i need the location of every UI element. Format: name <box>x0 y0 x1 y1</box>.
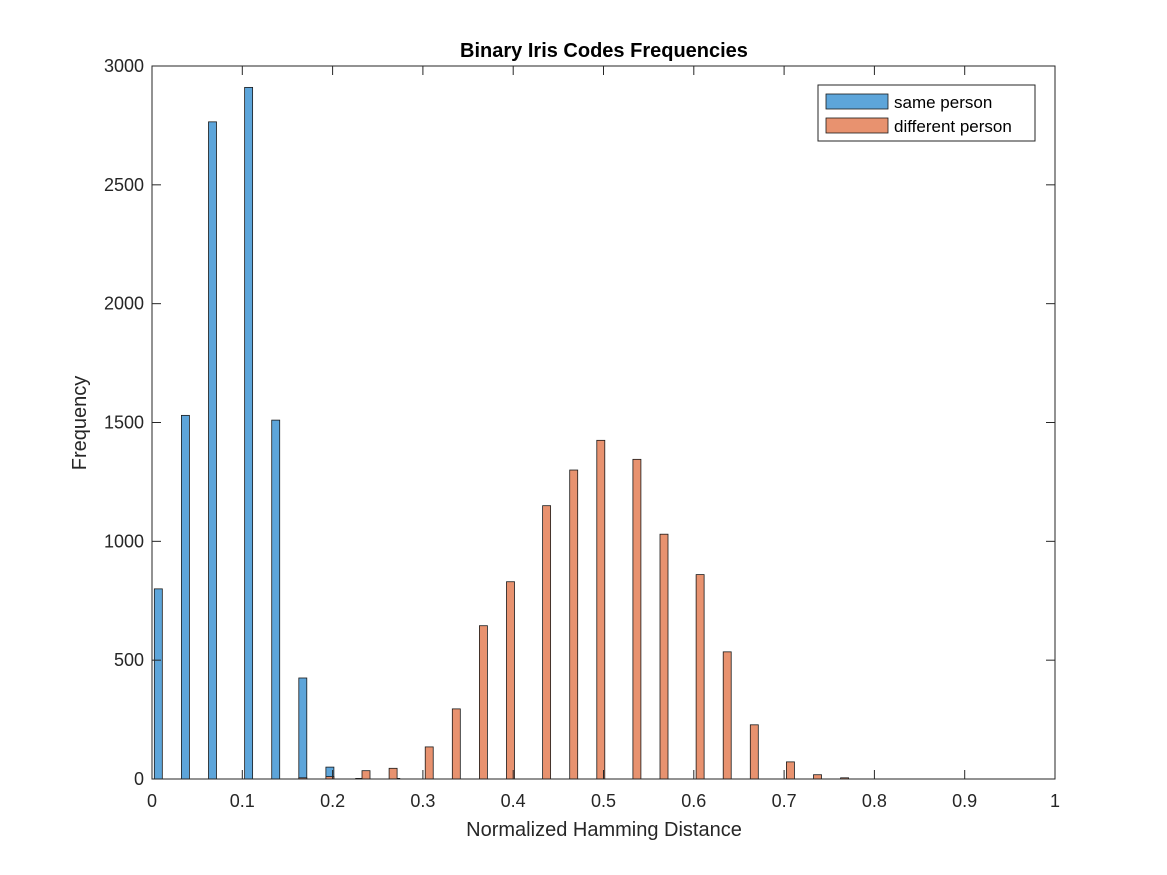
legend-swatch-different-person <box>825 117 889 134</box>
x-tick-label-3: 0.3 <box>410 791 435 811</box>
different-person-bar-6 <box>479 625 488 780</box>
different-person-bar-12 <box>659 533 669 780</box>
y-tick-label-2: 1000 <box>104 531 144 551</box>
different-person-bar-9 <box>569 469 579 780</box>
x-tick-label-8: 0.8 <box>862 791 887 811</box>
x-tick-label-9: 0.9 <box>952 791 977 811</box>
different-person-bar-3 <box>388 767 398 780</box>
chart-title: Binary Iris Codes Frequencies <box>460 40 748 62</box>
same-person-bar-3 <box>244 86 254 780</box>
different-person-bar-15 <box>749 724 759 780</box>
different-person-bar-7 <box>506 581 515 780</box>
different-person-bar-13 <box>695 574 705 780</box>
different-person-bar-4 <box>424 746 434 780</box>
same-person-bar-4 <box>271 419 281 780</box>
y-axis-label: Frequency <box>69 376 91 471</box>
x-tick-label-7: 0.7 <box>772 791 797 811</box>
y-tick-label-3: 1500 <box>104 413 144 433</box>
x-axis-label: Normalized Hamming Distance <box>466 819 742 841</box>
y-tick-label-5: 2500 <box>104 175 144 195</box>
x-tick-label-6: 0.6 <box>681 791 706 811</box>
different-person-bar-8 <box>542 505 552 780</box>
y-tick-label-6: 3000 <box>104 56 144 76</box>
same-person-bar-1 <box>181 414 190 780</box>
x-tick-label-1: 0.1 <box>230 791 255 811</box>
plot-area: 0 0.1 0.2 0.3 0.4 0.5 0.6 0.7 0.8 0.9 1 0 500 1000 150… <box>104 56 1060 811</box>
different-person-bar-5 <box>451 708 461 780</box>
x-tick-label-4: 0.4 <box>501 791 526 811</box>
same-person-bar-5 <box>298 677 308 780</box>
x-tick-label-5: 0.5 <box>591 791 616 811</box>
different-person-bar-17 <box>813 774 822 780</box>
y-tick-label-0: 0 <box>134 769 144 789</box>
different-person-bar-2 <box>361 770 371 780</box>
legend-label-different-person: different person <box>894 117 1012 136</box>
x-tick-label-2: 0.2 <box>320 791 345 811</box>
y-tick-label-4: 2000 <box>104 294 144 314</box>
x-tick-label-10: 1 <box>1050 791 1060 811</box>
same-person-bar-0 <box>153 588 163 780</box>
legend-label-same-person: same person <box>894 93 992 112</box>
same-person-bar-2 <box>208 121 217 780</box>
different-person-bar-14 <box>722 651 732 780</box>
different-person-bar-10 <box>596 439 606 780</box>
different-person-bar-16 <box>786 761 795 780</box>
legend: same person different person <box>817 84 1036 142</box>
y-tick-label-1: 500 <box>114 650 144 670</box>
legend-swatch-same-person <box>825 93 889 110</box>
x-tick-label-0: 0 <box>147 791 157 811</box>
different-person-bar-11 <box>632 458 642 780</box>
